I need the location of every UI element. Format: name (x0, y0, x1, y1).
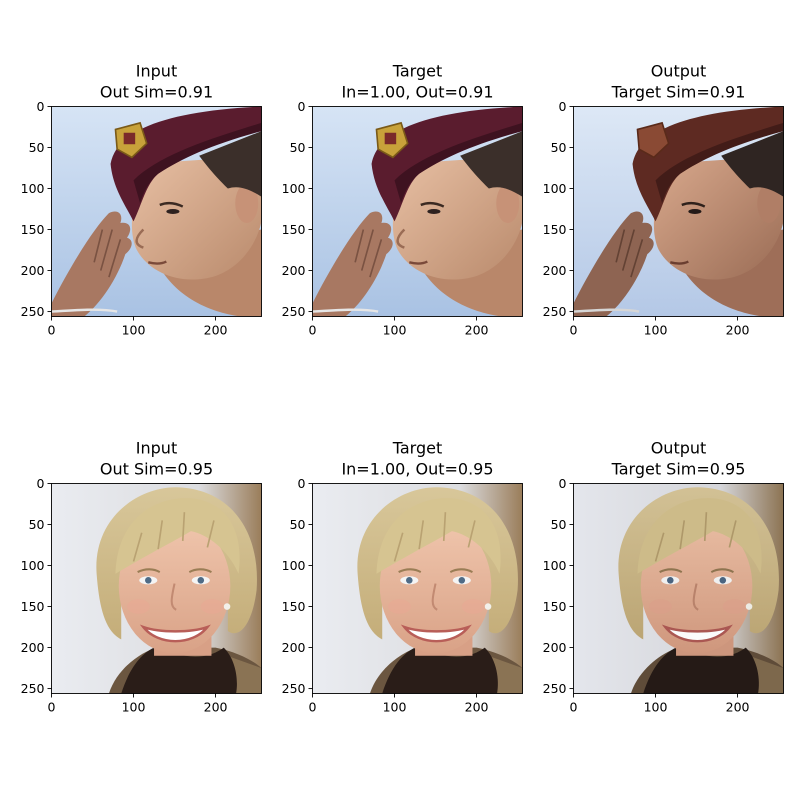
panel-title-line1: Target (392, 439, 443, 458)
panel-title-line2: Out Sim=0.95 (100, 460, 213, 479)
y-tick-label: 150 (21, 599, 45, 614)
x-tick-label: 0 (48, 700, 56, 715)
y-tick-label: 100 (282, 558, 306, 573)
x-tick-label: 0 (570, 700, 578, 715)
y-tick-label: 50 (290, 517, 306, 532)
panel-r2-c2: Target In=1.00, Out=0.95 0 100 200 0 50 100 150 2… (282, 439, 523, 715)
panel-r2-c3: Output Target Sim=0.95 0 100 200 0 50 100 150 200… (543, 439, 784, 715)
y-tick-label: 0 (559, 99, 567, 114)
x-tick-label: 100 (122, 323, 146, 338)
y-tick-label: 0 (559, 476, 567, 491)
y-tick-label: 0 (298, 99, 306, 114)
y-tick-label: 200 (543, 640, 567, 655)
panel-image-soldier-in-maroon-beret-saluting (312, 106, 523, 317)
panel-r1-c1: Input Out Sim=0.91 0 100 200 0 50 100 150 200 250 (21, 62, 262, 338)
y-tick-label: 200 (21, 640, 45, 655)
x-tick-label: 100 (644, 323, 668, 338)
x-tick-label: 200 (465, 700, 489, 715)
x-tick-label: 200 (726, 323, 750, 338)
axes-frame (573, 483, 784, 694)
axes-frame (312, 483, 523, 694)
y-tick-label: 150 (21, 222, 45, 237)
panel-image-soldier-in-maroon-beret-saluting-stylized (573, 106, 784, 317)
y-tick-label: 250 (21, 681, 45, 696)
panel-title-line2: Target Sim=0.91 (611, 83, 746, 102)
y-tick-label: 50 (290, 140, 306, 155)
panel-title-line1: Input (136, 439, 177, 458)
y-tick-label: 200 (543, 263, 567, 278)
y-tick-label: 250 (282, 304, 306, 319)
y-tick-label: 100 (543, 181, 567, 196)
panel-title-line1: Output (651, 439, 707, 458)
x-tick-label: 100 (122, 700, 146, 715)
y-tick-label: 0 (37, 476, 45, 491)
panel-image-smiling-blonde-woman-turtleneck-smoothed (573, 483, 784, 694)
x-tick-label: 200 (465, 323, 489, 338)
panel-title-line1: Target (392, 62, 443, 81)
y-tick-label: 100 (282, 181, 306, 196)
panel-r1-c3: Output Target Sim=0.91 0 100 200 0 50 100 150 200… (543, 62, 784, 338)
y-tick-label: 150 (543, 222, 567, 237)
panel-image-soldier-in-maroon-beret-saluting (51, 106, 262, 317)
y-tick-label: 250 (21, 304, 45, 319)
x-tick-label: 200 (204, 700, 228, 715)
y-tick-label: 0 (298, 476, 306, 491)
y-tick-label: 100 (543, 558, 567, 573)
panel-title-line2: In=1.00, Out=0.91 (341, 83, 493, 102)
y-tick-label: 50 (551, 517, 567, 532)
y-tick-label: 0 (37, 99, 45, 114)
panel-r1-c2: Target In=1.00, Out=0.91 0 100 200 0 50 100 150 2… (282, 62, 523, 338)
y-tick-label: 50 (29, 517, 45, 532)
y-tick-label: 50 (29, 140, 45, 155)
x-tick-label: 200 (726, 700, 750, 715)
x-tick-label: 100 (644, 700, 668, 715)
x-tick-label: 100 (383, 700, 407, 715)
y-tick-label: 150 (543, 599, 567, 614)
y-tick-label: 200 (21, 263, 45, 278)
y-tick-label: 100 (21, 558, 45, 573)
panel-title-line2: Out Sim=0.91 (100, 83, 213, 102)
y-tick-label: 250 (543, 681, 567, 696)
panel-title-line1: Input (136, 62, 177, 81)
axes-frame (573, 106, 784, 317)
y-tick-label: 150 (282, 599, 306, 614)
y-tick-label: 100 (21, 181, 45, 196)
x-tick-label: 0 (570, 323, 578, 338)
panel-r2-c1: Input Out Sim=0.95 0 100 200 0 50 100 150 200 250 (21, 439, 262, 715)
x-tick-label: 0 (309, 700, 317, 715)
y-tick-label: 250 (543, 304, 567, 319)
y-tick-label: 200 (282, 640, 306, 655)
panel-image-smiling-blonde-woman-turtleneck (51, 483, 262, 694)
axes-frame (312, 106, 523, 317)
panel-title-line2: Target Sim=0.95 (611, 460, 746, 479)
x-tick-label: 100 (383, 323, 407, 338)
panel-title-line2: In=1.00, Out=0.95 (341, 460, 493, 479)
x-tick-label: 0 (48, 323, 56, 338)
x-tick-label: 200 (204, 323, 228, 338)
axes-frame (51, 483, 262, 694)
panel-image-smiling-blonde-woman-turtleneck (312, 483, 523, 694)
axes-frame (51, 106, 262, 317)
y-tick-label: 250 (282, 681, 306, 696)
y-tick-label: 200 (282, 263, 306, 278)
y-tick-label: 50 (551, 140, 567, 155)
panel-title-line1: Output (651, 62, 707, 81)
x-tick-label: 0 (309, 323, 317, 338)
y-tick-label: 150 (282, 222, 306, 237)
